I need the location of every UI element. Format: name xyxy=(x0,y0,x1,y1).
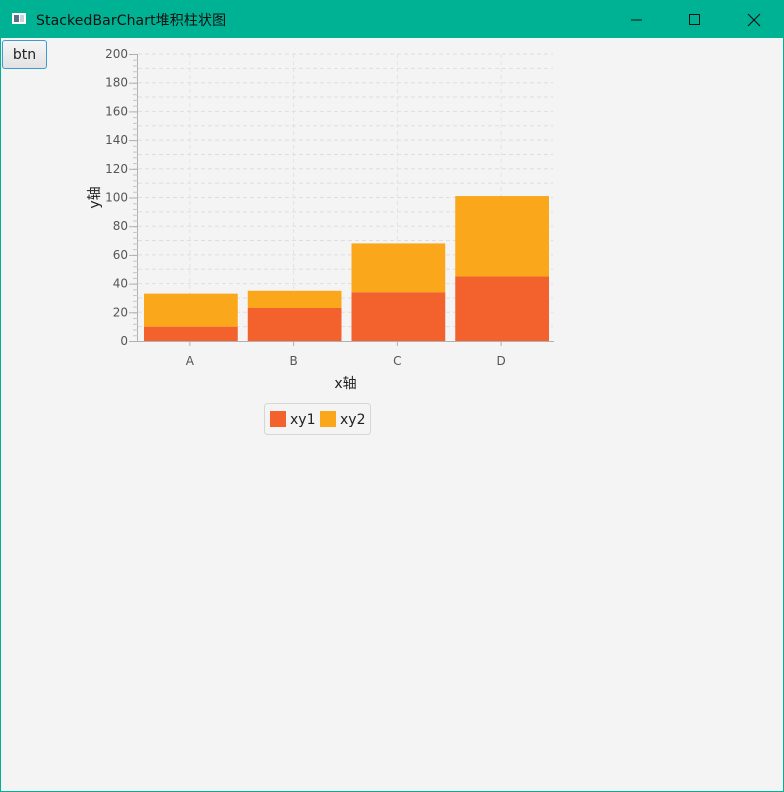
y-axis-title: y轴 xyxy=(87,186,103,208)
bar-xy2-D xyxy=(455,196,549,276)
chart-bars xyxy=(144,196,549,341)
bar-xy1-B xyxy=(248,308,342,341)
x-tick-label: B xyxy=(290,354,298,368)
bar-xy2-C xyxy=(352,243,446,292)
y-tick-label: 100 xyxy=(105,191,128,205)
x-tick-label: C xyxy=(393,354,401,368)
y-tick-label: 160 xyxy=(105,104,128,118)
legend-swatch-xy1 xyxy=(270,411,286,427)
y-tick-label: 140 xyxy=(105,133,128,147)
legend-label-xy1: xy1 xyxy=(290,412,315,428)
legend-label-xy2: xy2 xyxy=(340,412,365,428)
x-tick-label: D xyxy=(497,354,506,368)
legend-swatch-xy2 xyxy=(320,411,336,427)
bar-xy2-B xyxy=(248,291,342,308)
bar-xy2-A xyxy=(144,294,238,327)
y-tick-label: 0 xyxy=(120,334,128,348)
y-tick-label: 120 xyxy=(105,162,128,176)
y-tick-label: 40 xyxy=(113,277,128,291)
y-tick-label: 200 xyxy=(105,47,128,61)
x-tick-label: A xyxy=(186,354,195,368)
bar-xy1-A xyxy=(144,327,238,341)
y-tick-label: 80 xyxy=(113,219,128,233)
y-tick-label: 60 xyxy=(113,248,128,262)
bar-xy1-D xyxy=(455,276,549,341)
bar-xy1-C xyxy=(352,292,446,341)
y-tick-label: 20 xyxy=(113,305,128,319)
chart-legend: xy1 xy2 xyxy=(265,404,371,435)
x-axis-title: x轴 xyxy=(334,376,356,392)
y-tick-label: 180 xyxy=(105,76,128,90)
